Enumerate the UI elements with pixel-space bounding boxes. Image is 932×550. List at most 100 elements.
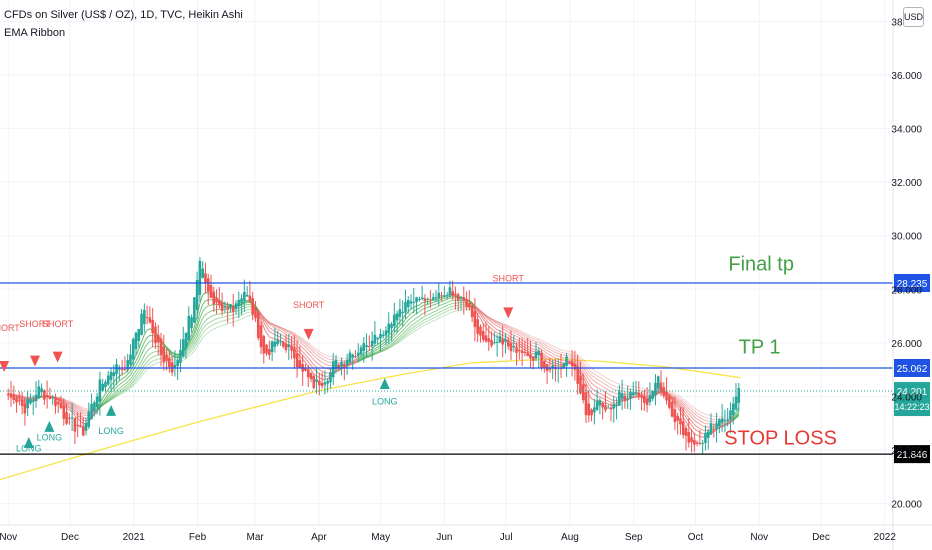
ribbon-segment: [419, 309, 423, 313]
ribbon-segment: [582, 370, 587, 376]
horizontal-levels[interactable]: 28.235 25.062 21.846 24.201 14:22:23: [0, 273, 930, 464]
candle-body: [573, 363, 577, 370]
ribbon-segment: [449, 303, 453, 305]
short-arrow-icon: [503, 307, 514, 319]
ribbon-segment: [313, 352, 317, 356]
candle-body: [293, 348, 296, 359]
ribbon-segment: [682, 405, 687, 409]
ribbon-segment: [485, 316, 490, 321]
ribbon-segment: [588, 368, 592, 373]
candle-body: [565, 356, 568, 366]
ribbon-segment: [546, 350, 551, 353]
candle-body: [370, 340, 374, 347]
ribbon-segment: [588, 379, 592, 384]
candle-body: [715, 423, 718, 430]
ribbon-segment: [449, 300, 453, 302]
ribbon-segment: [433, 303, 437, 306]
ribbon-segment: [327, 361, 331, 363]
ribbon-segment: [399, 326, 404, 330]
candle-body: [115, 364, 118, 375]
candle-body: [690, 437, 693, 443]
ribbon-segment: [113, 395, 117, 399]
ribbon-segment: [207, 321, 212, 324]
ribbon-segment: [696, 426, 701, 429]
ribbon-segment: [680, 398, 684, 402]
ribbon-segment: [382, 347, 387, 351]
indicator-label[interactable]: EMA Ribbon: [4, 27, 66, 39]
ribbon-segment: [319, 369, 323, 372]
annotation-label: TP 1: [739, 337, 781, 359]
ribbon-segment: [696, 418, 701, 422]
ribbon-segment: [607, 382, 612, 385]
ribbon-segment: [419, 317, 423, 321]
ribbon-segment: [594, 380, 598, 384]
ribbon-segment: [680, 400, 684, 404]
ribbon-segment: [396, 341, 401, 344]
ribbon-segment: [438, 316, 442, 319]
candle-body: [487, 338, 491, 342]
currency-button[interactable]: USD: [903, 7, 924, 27]
ribbon-segment: [271, 323, 276, 327]
ribbon-segment: [594, 373, 598, 377]
candle-body: [12, 396, 16, 400]
ribbon-segment: [391, 338, 395, 343]
ribbon-segment: [141, 334, 145, 342]
candle-body: [162, 346, 166, 363]
candle-body: [529, 354, 532, 359]
ribbon-segment: [277, 326, 281, 330]
candle-body: [212, 291, 216, 305]
candle-body: [179, 349, 182, 363]
ribbon-segment: [110, 395, 115, 399]
symbol-title[interactable]: CFDs on Silver (US$ / OZ), 1D, TVC, Heik…: [4, 9, 243, 21]
candle-body: [109, 371, 113, 381]
ribbon-segment: [505, 323, 509, 327]
ribbon-segment: [66, 401, 70, 404]
ribbon-segment: [107, 395, 112, 400]
ribbon-segment: [538, 338, 542, 341]
candle-body: [470, 305, 474, 318]
candle-body: [595, 401, 599, 410]
ribbon-segment: [107, 399, 112, 402]
ribbon-segment: [146, 353, 151, 358]
ribbon-segment: [146, 358, 151, 363]
ribbon-segment: [594, 376, 598, 380]
ribbon-segment: [324, 357, 328, 360]
candle-body: [112, 372, 116, 377]
ribbon-segment: [127, 387, 131, 391]
ribbon-segment: [219, 316, 223, 319]
ribbon-segment: [110, 397, 115, 401]
ribbon-segment: [607, 393, 612, 396]
candle-body: [434, 297, 438, 299]
ribbon-segment: [494, 320, 498, 323]
ribbon-segment: [235, 319, 239, 322]
ribbon-segment: [135, 379, 140, 384]
ribbon-segment: [405, 335, 409, 338]
ribbon-segment: [149, 364, 153, 368]
ribbon-segment: [377, 351, 381, 354]
candle-body: [245, 294, 249, 297]
text-annotations: Final tp TP 1 STOP LOSS: [724, 254, 837, 450]
ribbon-segment: [599, 377, 603, 380]
ribbon-segment: [188, 348, 192, 352]
ribbon-segment: [191, 326, 195, 335]
candle-body: [737, 388, 741, 404]
candle-body: [637, 392, 641, 397]
candle-body: [465, 299, 468, 308]
ribbon-segment: [416, 322, 420, 326]
candle-body: [404, 301, 407, 313]
candle-body: [723, 420, 727, 422]
ribbon-segment: [310, 364, 315, 370]
candle-body: [343, 364, 346, 367]
ribbon-segment: [191, 334, 195, 341]
level-price-tag: [894, 445, 930, 464]
candle-body: [43, 390, 46, 400]
ribbon-segment: [430, 320, 434, 323]
ribbon-segment: [444, 298, 448, 301]
ribbon-segment: [694, 419, 698, 423]
ribbon-segment: [596, 375, 601, 378]
candle-body: [654, 382, 657, 395]
candle-body: [154, 326, 157, 344]
candle-body: [298, 360, 302, 369]
ribbon-segment: [407, 321, 412, 326]
